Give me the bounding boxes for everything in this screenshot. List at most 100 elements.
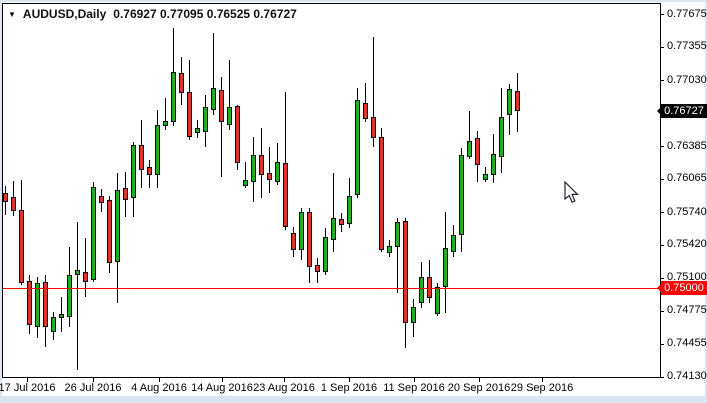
candle-body-up bbox=[251, 155, 256, 183]
candle-body-up bbox=[499, 117, 504, 158]
candle-body-down bbox=[379, 137, 384, 251]
price-tick-mark bbox=[660, 179, 664, 180]
time-tick-label: 14 Aug 2016 bbox=[191, 382, 253, 394]
price-tick-label: 0.77355 bbox=[667, 40, 707, 52]
candle-body-up bbox=[507, 89, 512, 116]
candle-body-down bbox=[147, 167, 152, 176]
candle-wick bbox=[469, 111, 470, 160]
candle-body-up bbox=[275, 162, 280, 183]
candle-body-up bbox=[419, 277, 424, 304]
candle-body-down bbox=[27, 281, 32, 326]
candle-body-up bbox=[211, 88, 216, 111]
time-tick-label: 20 Sep 2016 bbox=[447, 382, 511, 394]
candle-body-down bbox=[475, 138, 480, 166]
candle-body-up bbox=[195, 128, 200, 133]
hline-price-box: 0.75000 bbox=[657, 281, 707, 295]
candle-body-up bbox=[67, 275, 72, 318]
candle-body-up bbox=[435, 287, 440, 315]
candle-body-up bbox=[491, 154, 496, 176]
candle-body-down bbox=[291, 233, 296, 250]
candle-wick bbox=[373, 37, 374, 147]
horizontal-support-line[interactable] bbox=[3, 288, 660, 289]
time-tick-mark bbox=[222, 378, 223, 382]
price-tick-label: 0.74455 bbox=[667, 337, 707, 349]
time-tick-label: 23 Aug 2016 bbox=[253, 382, 315, 394]
time-tick-label: 1 Sep 2016 bbox=[320, 382, 378, 394]
time-tick-label: 11 Sep 2016 bbox=[383, 382, 445, 394]
candle-body-up bbox=[395, 222, 400, 248]
current-price-value: 0.76727 bbox=[664, 105, 704, 117]
time-tick-label: 17 Jul 2016 bbox=[0, 382, 56, 394]
candle-body-down bbox=[107, 200, 112, 264]
candle-wick bbox=[165, 98, 166, 130]
symbol-timeframe-label: AUDUSD,Daily bbox=[22, 7, 107, 21]
candle-body-up bbox=[171, 72, 176, 123]
price-tick-mark bbox=[660, 311, 664, 312]
candle-body-down bbox=[427, 277, 432, 299]
price-tick-label: 0.75100 bbox=[667, 271, 707, 283]
time-tick-label: 26 Jul 2016 bbox=[64, 382, 122, 394]
candle-body-up bbox=[115, 190, 120, 263]
candle-body-down bbox=[123, 188, 128, 201]
time-tick-mark bbox=[284, 378, 285, 382]
candle-body-down bbox=[363, 102, 368, 120]
price-tick-mark bbox=[660, 14, 664, 15]
price-axis[interactable]: 0.76727 0.75000 0.77675 0.77355 0.77030 0.7… bbox=[657, 0, 707, 382]
price-tick-mark bbox=[660, 245, 664, 246]
candle-wick bbox=[365, 83, 366, 123]
candle-body-down bbox=[43, 282, 48, 328]
time-tick-mark bbox=[542, 378, 543, 382]
candle-body-up bbox=[451, 235, 456, 253]
time-tick-label: 29 Sep 2016 bbox=[510, 382, 574, 394]
candle-wick bbox=[85, 238, 86, 298]
price-tick-label: 0.74130 bbox=[667, 370, 707, 382]
candlestick-series[interactable] bbox=[3, 4, 659, 377]
candle-body-down bbox=[219, 90, 224, 123]
candle-body-up bbox=[299, 212, 304, 251]
candle-body-up bbox=[355, 100, 360, 196]
window-bottom-edge bbox=[0, 397, 707, 403]
candle-body-down bbox=[11, 197, 16, 212]
price-tick-label: 0.77030 bbox=[667, 74, 707, 86]
candle-body-up bbox=[75, 270, 80, 276]
price-tick-label: 0.76065 bbox=[667, 172, 707, 184]
plot-area[interactable] bbox=[2, 3, 661, 378]
chevron-down-icon[interactable]: ▼ bbox=[8, 9, 16, 19]
price-tick-mark bbox=[660, 344, 664, 345]
price-tick-label: 0.77675 bbox=[667, 8, 707, 20]
candle-wick bbox=[285, 92, 286, 231]
candle-body-up bbox=[459, 155, 464, 236]
current-price-box: 0.76727 bbox=[657, 104, 707, 118]
candle-body-down bbox=[187, 92, 192, 138]
candle-wick bbox=[77, 222, 78, 371]
candle-body-up bbox=[347, 196, 352, 225]
time-tick-mark bbox=[349, 378, 350, 382]
candle-body-down bbox=[83, 272, 88, 283]
candle-body-down bbox=[307, 212, 312, 268]
price-tick-mark bbox=[660, 146, 664, 147]
time-tick-mark bbox=[93, 378, 94, 382]
candle-body-down bbox=[403, 221, 408, 324]
candle-body-up bbox=[243, 180, 248, 187]
candle-body-down bbox=[315, 265, 320, 273]
candle-body-up bbox=[331, 218, 336, 241]
candle-wick bbox=[213, 33, 214, 116]
candle-body-down bbox=[371, 117, 376, 138]
candle-body-down bbox=[339, 219, 344, 226]
time-axis[interactable]: 17 Jul 2016 26 Jul 2016 4 Aug 2016 14 Aug 2… bbox=[0, 378, 661, 396]
candle-body-up bbox=[155, 124, 160, 176]
candle-wick bbox=[245, 162, 246, 189]
candle-body-down bbox=[19, 210, 24, 284]
candle-wick bbox=[397, 218, 398, 294]
candle-body-up bbox=[131, 145, 136, 199]
price-tick-label: 0.75740 bbox=[667, 206, 707, 218]
ohlc-values-label: 0.76927 0.77095 0.76525 0.76727 bbox=[113, 7, 297, 21]
candle-body-up bbox=[483, 174, 488, 181]
candle-body-up bbox=[203, 107, 208, 133]
time-tick-mark bbox=[414, 378, 415, 382]
candle-body-down bbox=[515, 90, 520, 112]
candle-body-up bbox=[467, 141, 472, 158]
price-tick-mark bbox=[660, 278, 664, 279]
price-tick-mark bbox=[660, 377, 664, 378]
